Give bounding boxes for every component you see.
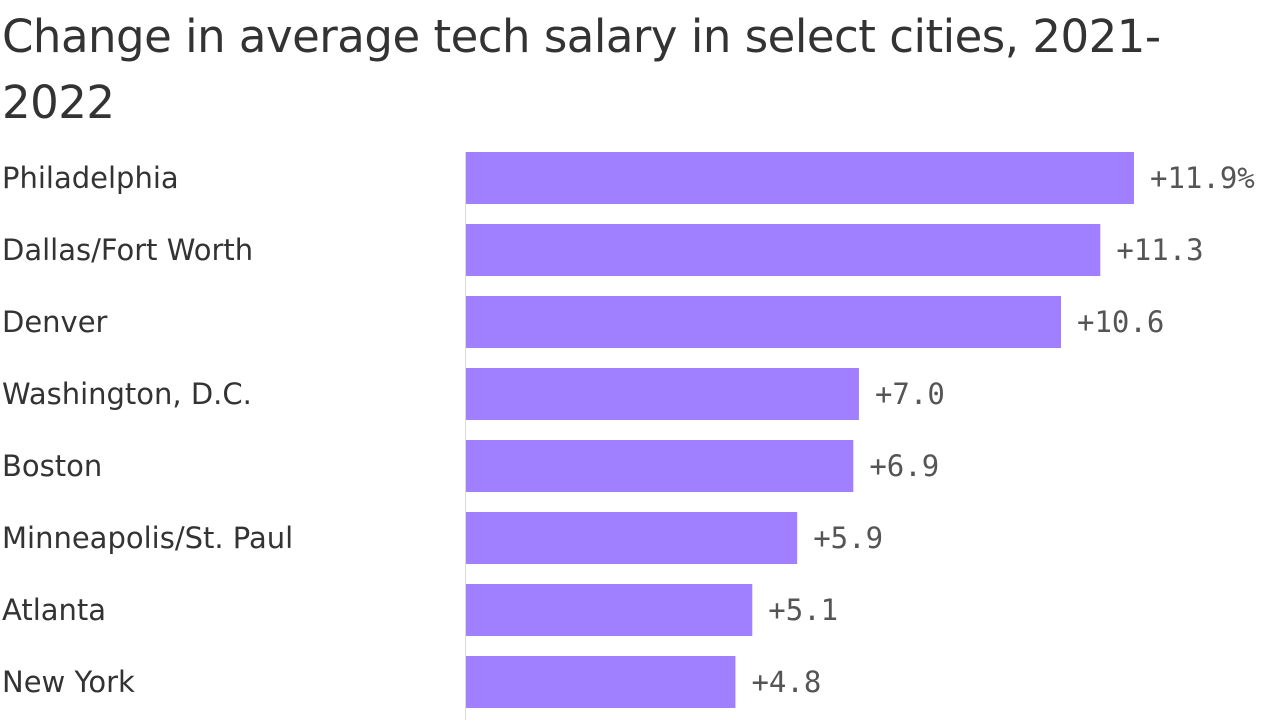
value-label: +6.9 xyxy=(869,449,939,483)
category-label: Dallas/Fort Worth xyxy=(2,233,253,267)
value-label: +11.9% xyxy=(1150,161,1255,195)
bar xyxy=(466,152,1134,204)
value-label: +10.6 xyxy=(1077,305,1164,339)
value-label: +4.8 xyxy=(751,665,821,699)
value-label: +5.9 xyxy=(813,521,883,555)
chart-title: Change in average tech salary in select … xyxy=(2,10,1161,129)
bar xyxy=(466,584,753,636)
bar xyxy=(466,512,798,564)
value-label: +7.0 xyxy=(875,377,945,411)
bar xyxy=(466,440,854,492)
category-label: Washington, D.C. xyxy=(2,377,252,411)
bar xyxy=(466,224,1101,276)
bar xyxy=(466,368,859,420)
category-label: Atlanta xyxy=(2,593,106,627)
bar xyxy=(466,656,736,708)
category-label: Denver xyxy=(2,305,108,339)
value-label: +5.1 xyxy=(768,593,838,627)
bars-layer: Philadelphia +11.9% Dallas/Fort Worth +11.3… xyxy=(2,152,1255,708)
category-label: Minneapolis/St. Paul xyxy=(2,521,293,555)
bar xyxy=(466,296,1062,348)
category-label: Philadelphia xyxy=(2,161,179,195)
category-label: New York xyxy=(2,665,135,699)
category-label: Boston xyxy=(2,449,102,483)
value-label: +11.3 xyxy=(1116,233,1203,267)
